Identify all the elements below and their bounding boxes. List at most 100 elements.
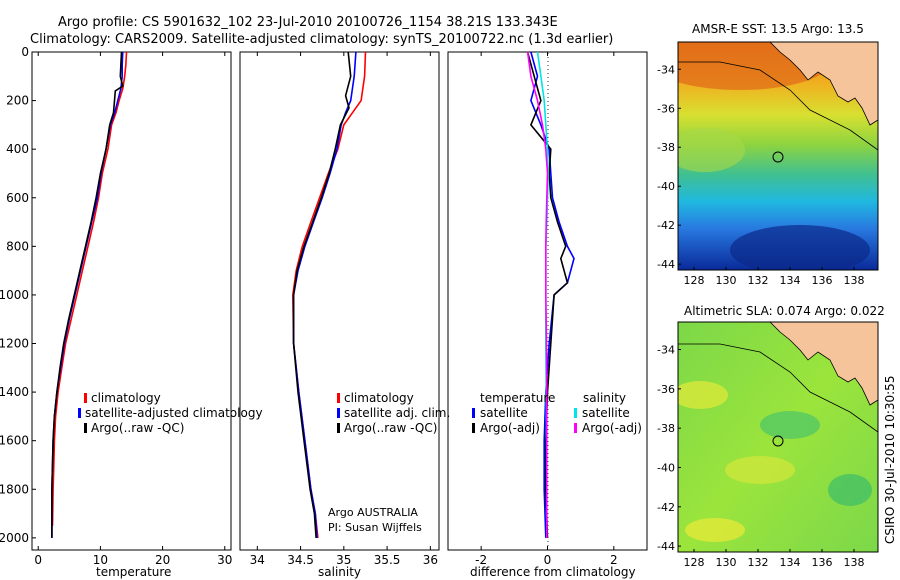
legend-label-argo-raw: Argo(..raw -QC) — [91, 421, 184, 435]
lon-tick-label: 134 — [780, 556, 801, 569]
sst-lat-axis: -34 -36 -38 -40 -42 -44 — [657, 63, 681, 271]
legend-swatch-satellite-adj — [337, 408, 340, 418]
legend-swatch-climatology — [337, 393, 340, 403]
legend-swatch-satellite-adjusted — [78, 408, 81, 418]
lat-tick-label: -42 — [657, 501, 675, 514]
sla-high-blob — [725, 456, 795, 484]
lon-tick-label: 136 — [812, 274, 833, 287]
x-tick-label: 0 — [544, 553, 552, 567]
series-line-argo-raw-qc- — [51, 51, 124, 538]
y-tick-label: 600 — [6, 191, 29, 205]
series-line-salinity-argo-adj- — [526, 51, 549, 538]
sst-shelf-contour — [678, 61, 878, 151]
x-tick-label: 30 — [217, 553, 232, 567]
sst-lon-axis: 128 130 132 134 136 138 — [684, 267, 865, 287]
salinity-legend: climatology satellite adj. clim. Argo(..… — [337, 391, 450, 435]
legend-swatch-temp-argo — [472, 423, 475, 433]
sla-map-title: Altimetric SLA: 0.074 Argo: 0.022 — [684, 304, 885, 318]
legend-swatch-sal-satellite — [574, 408, 577, 418]
difference-series — [526, 51, 575, 538]
lat-tick-label: -38 — [657, 422, 675, 435]
legend-label-temp-argo: Argo(-adj) — [480, 421, 540, 435]
salinity-annotation-line2: PI: Susan Wijffels — [328, 521, 422, 534]
temperature-plot-frame — [31, 51, 232, 551]
salinity-x-label: salinity — [318, 565, 361, 579]
sst-coastline — [769, 42, 878, 126]
side-timestamp: CSIRO 30-Jul-2010 10:30:55 — [883, 376, 897, 544]
temperature-panel: 0 200 400 600 800 1000 1200 1400 1600 1800 2000 0 1… — [0, 45, 263, 579]
lon-tick-label: 130 — [716, 556, 737, 569]
y-tick-label: 1000 — [0, 288, 29, 302]
x-tick-label: 2 — [610, 553, 618, 567]
sst-map-panel: AMSR-E SST: 13.5 Argo: 13.5 128 130 132 134… — [657, 22, 879, 287]
sst-float-marker — [772, 151, 784, 163]
lat-tick-label: -40 — [657, 461, 675, 474]
legend-label-climatology: climatology — [344, 391, 414, 405]
lat-tick-label: -42 — [657, 219, 675, 232]
x-tick-label: 0 — [34, 553, 42, 567]
lat-tick-label: -44 — [657, 540, 675, 553]
legend-swatch-sal-argo — [574, 423, 577, 433]
y-tick-label: 1800 — [0, 482, 29, 496]
y-tick-label: 1200 — [0, 337, 29, 351]
legend-label-satellite-adjusted: satellite-adjusted climatology — [85, 406, 263, 420]
legend-label-argo-raw: Argo(..raw -QC) — [344, 421, 437, 435]
legend-title-salinity: salinity — [583, 391, 626, 405]
sla-float-marker — [772, 435, 784, 447]
figure-title-line2: Climatology: CARS2009. Satellite-adjuste… — [30, 32, 613, 47]
legend-swatch-temp-satellite — [472, 408, 475, 418]
x-tick-label: 34.5 — [287, 553, 314, 567]
sla-shelf-contour — [678, 343, 878, 433]
temperature-legend: climatology satellite-adjusted climatolo… — [78, 391, 263, 435]
legend-label-satellite-adj: satellite adj. clim. — [344, 406, 450, 420]
lon-tick-label: 132 — [748, 556, 769, 569]
temperature-x-label: temperature — [96, 565, 171, 579]
series-line-climatology — [51, 51, 128, 526]
lat-tick-label: -44 — [657, 258, 675, 271]
lon-tick-label: 128 — [684, 274, 705, 287]
lon-tick-label: 136 — [812, 556, 833, 569]
lat-tick-label: -38 — [657, 141, 675, 154]
sla-lon-axis: 128 130 132 134 136 138 — [684, 549, 865, 569]
series-line-satellite-adj-clim- — [292, 51, 357, 538]
salinity-panel: 34 34.5 35 35.5 36 salinity climatology sate… — [239, 51, 450, 579]
legend-swatch-climatology — [84, 393, 87, 403]
y-tick-label: 1400 — [0, 385, 29, 399]
lon-tick-label: 128 — [684, 556, 705, 569]
lon-tick-label: 130 — [716, 274, 737, 287]
x-tick-label: 10 — [93, 553, 108, 567]
x-tick-label: 34 — [250, 553, 265, 567]
x-tick-label: 35.5 — [374, 553, 401, 567]
y-tick-label: 2000 — [0, 531, 29, 545]
legend-swatch-argo-raw — [84, 423, 87, 433]
difference-legend: temperature satellite Argo(-adj) salinit… — [472, 391, 642, 435]
y-tick-label: 800 — [6, 239, 29, 253]
sst-land — [770, 42, 878, 125]
salinity-annotation-line1: Argo AUSTRALIA — [328, 506, 418, 519]
sla-map-frame — [677, 321, 879, 553]
sla-high-blob — [678, 381, 728, 409]
difference-x-label: difference from climatology — [470, 565, 636, 579]
y-tick-label: 200 — [6, 94, 29, 108]
lat-tick-label: -36 — [657, 102, 675, 115]
salinity-x-axis: 34 34.5 35 35.5 36 — [250, 52, 438, 567]
lon-tick-label: 134 — [780, 274, 801, 287]
difference-x-axis: -2 0 2 — [475, 52, 618, 567]
x-tick-label: -2 — [475, 553, 487, 567]
sla-map-panel: Altimetric SLA: 0.074 Argo: 0.022 128 130… — [657, 304, 885, 569]
y-tick-label: 0 — [21, 45, 29, 59]
x-tick-label: 35 — [336, 553, 351, 567]
series-line-temperature-satellite — [530, 51, 575, 538]
x-tick-label: 36 — [423, 553, 438, 567]
sla-low-blob — [828, 474, 872, 506]
legend-title-temperature: temperature — [480, 391, 555, 405]
legend-swatch-argo-raw — [337, 423, 340, 433]
temperature-series — [51, 51, 128, 538]
y-tick-label: 400 — [6, 142, 29, 156]
difference-panel: -2 0 2 difference from climatology tempera… — [447, 51, 648, 579]
x-tick-label: 20 — [155, 553, 170, 567]
sst-cool-blob — [678, 128, 745, 172]
lat-tick-label: -40 — [657, 180, 675, 193]
sst-cold-blob — [730, 225, 870, 270]
salinity-series — [291, 51, 367, 538]
